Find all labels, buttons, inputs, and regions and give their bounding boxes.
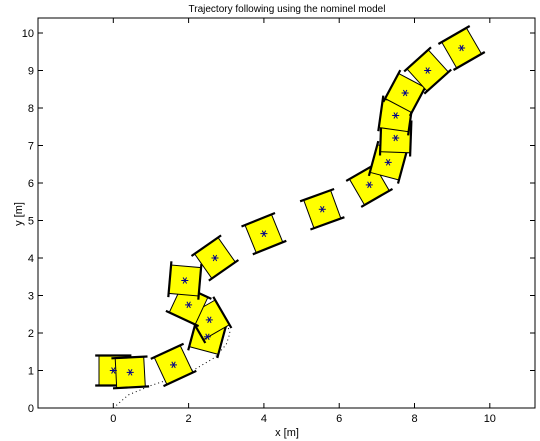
robot-wheel [423,68,452,95]
pose-center-marker [181,277,189,284]
pose-center-marker [109,367,117,374]
robot-wheel [167,261,173,298]
y-tick-label: 4 [28,253,34,265]
pose-center-marker [365,181,373,189]
axes-frame [37,17,536,409]
y-tick-label: 2 [28,328,34,340]
pose-center-marker [424,67,432,74]
pose-center-marker [185,301,193,309]
y-axis-label: y [m] [13,202,25,226]
x-axis-ticks: 0 2 4 6 8 10 [110,18,496,425]
y-tick-label: 3 [28,291,34,303]
robot-wheel [111,355,148,360]
robot-wheel [367,140,380,177]
pose-center-marker [260,230,268,237]
robot-wheel [396,148,409,184]
y-tick-label: 9 [28,66,34,78]
y-tick-label: 0 [28,403,34,415]
robot-wheel [382,69,402,103]
y-tick-label: 10 [22,28,34,40]
y-tick-label: 6 [28,178,34,190]
robot-wheel [310,216,345,231]
robot-wheel [216,322,228,359]
x-tick-label: 0 [110,413,116,425]
pose-center-marker [203,333,211,341]
x-tick-label: 8 [411,413,417,425]
robot-wheel [197,263,203,300]
y-tick-label: 7 [28,141,34,153]
pose-centers [109,44,466,376]
pose-center-marker [318,205,326,213]
robot-wheel [403,46,432,73]
robot-wheel [165,309,200,328]
robot-wheel [360,187,394,208]
robot-wheel [452,51,486,71]
robot-wheel [408,83,428,117]
pose-center-marker [211,254,219,262]
x-tick-label: 4 [261,413,267,425]
robot-wheel [150,342,185,360]
pose-center-marker [392,112,400,119]
pose-center-marker [392,134,400,142]
robot-wheel [252,239,287,256]
robot-wheel [112,385,150,390]
robot-wheel [208,259,240,282]
robot-wheel [409,120,413,157]
pose-center-marker [170,361,177,369]
chart-title: Trajectory following using the nominel m… [189,4,386,15]
pose-center-marker [458,44,466,52]
pose-center-marker [401,89,409,97]
pose-center-marker [126,369,134,376]
robot-wheel [241,211,276,228]
x-axis-label: x [m] [275,427,299,439]
y-tick-label: 5 [28,216,34,228]
x-tick-label: 2 [186,413,192,425]
robot-wheel [377,95,385,132]
robot-wheel [437,25,471,45]
y-axis-ticks: 0 1 2 3 4 5 6 7 8 9 10 [22,28,535,415]
x-tick-label: 6 [336,413,342,425]
robot-wheel [190,234,222,257]
robot-wheel [163,369,197,388]
y-tick-label: 1 [28,366,34,378]
robot-wheel [212,296,233,329]
pose-center-marker [205,316,213,324]
pose-center-marker [384,159,392,166]
x-tick-label: 10 [484,413,496,425]
robot-wheel [299,187,335,203]
y-tick-label: 8 [28,103,34,115]
